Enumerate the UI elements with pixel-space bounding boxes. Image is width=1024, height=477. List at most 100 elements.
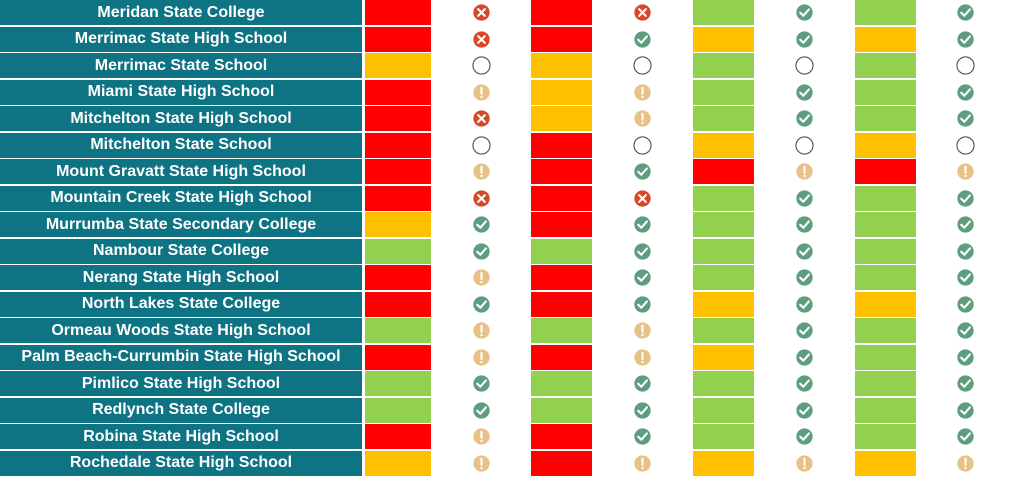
status-swatch-4 [855,238,916,264]
status-swatch-1 [365,212,431,237]
status-swatch-3 [693,397,754,423]
school-name-cell: Mount Gravatt State High School [0,159,362,184]
school-name-cell: Palm Beach-Currumbin State High School [0,344,362,370]
warning-icon [633,454,651,472]
status-swatch-4 [855,344,916,370]
school-name-cell: Pimlico State High School [0,371,362,396]
status-swatch-4 [855,291,916,317]
check-icon [633,268,651,287]
table-row: Redlynch State College [0,397,1024,425]
status-swatch-1 [365,79,431,105]
check-icon [633,30,651,48]
table-row: Palm Beach-Currumbin State High School [0,344,1024,372]
status-swatch-4 [855,212,916,237]
status-swatch-2 [531,371,592,396]
table-row: Mountain Creek State High School [0,185,1024,213]
school-name-cell: Mitchelton State High School [0,106,362,131]
school-name-cell: Merrimac State High School [0,26,362,52]
status-swatch-4 [855,79,916,105]
table-row: Ormeau Woods State High School [0,318,1024,345]
check-icon [633,215,651,234]
empty-circle-icon [794,56,814,75]
check-icon [956,348,974,366]
status-swatch-1 [365,132,431,158]
check-icon [956,30,974,48]
check-icon [472,401,490,419]
empty-circle-icon [471,56,491,75]
cross-icon [472,3,490,22]
status-swatch-4 [855,265,916,290]
status-swatch-3 [693,238,754,264]
warning-icon [472,454,490,472]
status-swatch-3 [693,79,754,105]
status-swatch-2 [531,265,592,290]
status-swatch-2 [531,291,592,317]
check-icon [633,242,651,260]
check-icon [795,374,813,393]
check-icon [795,215,813,234]
status-swatch-1 [365,450,431,476]
check-icon [956,295,974,313]
cross-icon [472,189,490,207]
status-swatch-3 [693,424,754,449]
table-row: Mount Gravatt State High School [0,159,1024,186]
check-icon [795,295,813,313]
check-icon [956,83,974,101]
cross-icon [633,189,651,207]
warning-icon [472,427,490,446]
status-swatch-1 [365,238,431,264]
table-row: Meridan State College [0,0,1024,27]
status-swatch-1 [365,0,431,25]
status-swatch-4 [855,397,916,423]
table-row: Miami State High School [0,79,1024,107]
status-swatch-1 [365,344,431,370]
status-swatch-2 [531,450,592,476]
table-row: Pimlico State High School [0,371,1024,398]
status-swatch-1 [365,371,431,396]
warning-icon [795,162,813,181]
check-icon [795,348,813,366]
status-swatch-3 [693,212,754,237]
check-icon [795,83,813,101]
table-row: Robina State High School [0,424,1024,451]
school-name-cell: Miami State High School [0,79,362,105]
school-name-cell: Mountain Creek State High School [0,185,362,211]
table-row: Merrimac State School [0,53,1024,80]
check-icon [956,374,974,393]
status-swatch-1 [365,397,431,423]
status-swatch-3 [693,450,754,476]
school-name-cell: Ormeau Woods State High School [0,318,362,343]
table-row: Merrimac State High School [0,26,1024,54]
school-name-cell: Redlynch State College [0,397,362,423]
school-name-cell: Nambour State College [0,238,362,264]
table-row: Nerang State High School [0,265,1024,292]
empty-circle-icon [632,135,652,155]
status-swatch-2 [531,79,592,105]
status-swatch-4 [855,0,916,25]
warning-icon [795,454,813,472]
empty-circle-icon [794,135,814,155]
status-swatch-1 [365,318,431,343]
status-swatch-3 [693,26,754,52]
status-swatch-2 [531,53,592,78]
check-icon [472,374,490,393]
cross-icon [472,30,490,48]
school-name-cell: Meridan State College [0,0,362,25]
table-row: Mitchelton State High School [0,106,1024,133]
warning-icon [633,109,651,128]
check-icon [956,189,974,207]
table-row: North Lakes State College [0,291,1024,319]
table-row: Murrumba State Secondary College [0,212,1024,239]
warning-icon [956,162,974,181]
status-swatch-4 [855,106,916,131]
status-swatch-1 [365,26,431,52]
status-swatch-4 [855,159,916,184]
school-name-cell: Rochedale State High School [0,450,362,476]
status-swatch-2 [531,344,592,370]
empty-circle-icon [632,56,652,75]
status-swatch-1 [365,265,431,290]
check-icon [472,295,490,313]
check-icon [956,242,974,260]
status-swatch-2 [531,0,592,25]
warning-icon [633,348,651,366]
